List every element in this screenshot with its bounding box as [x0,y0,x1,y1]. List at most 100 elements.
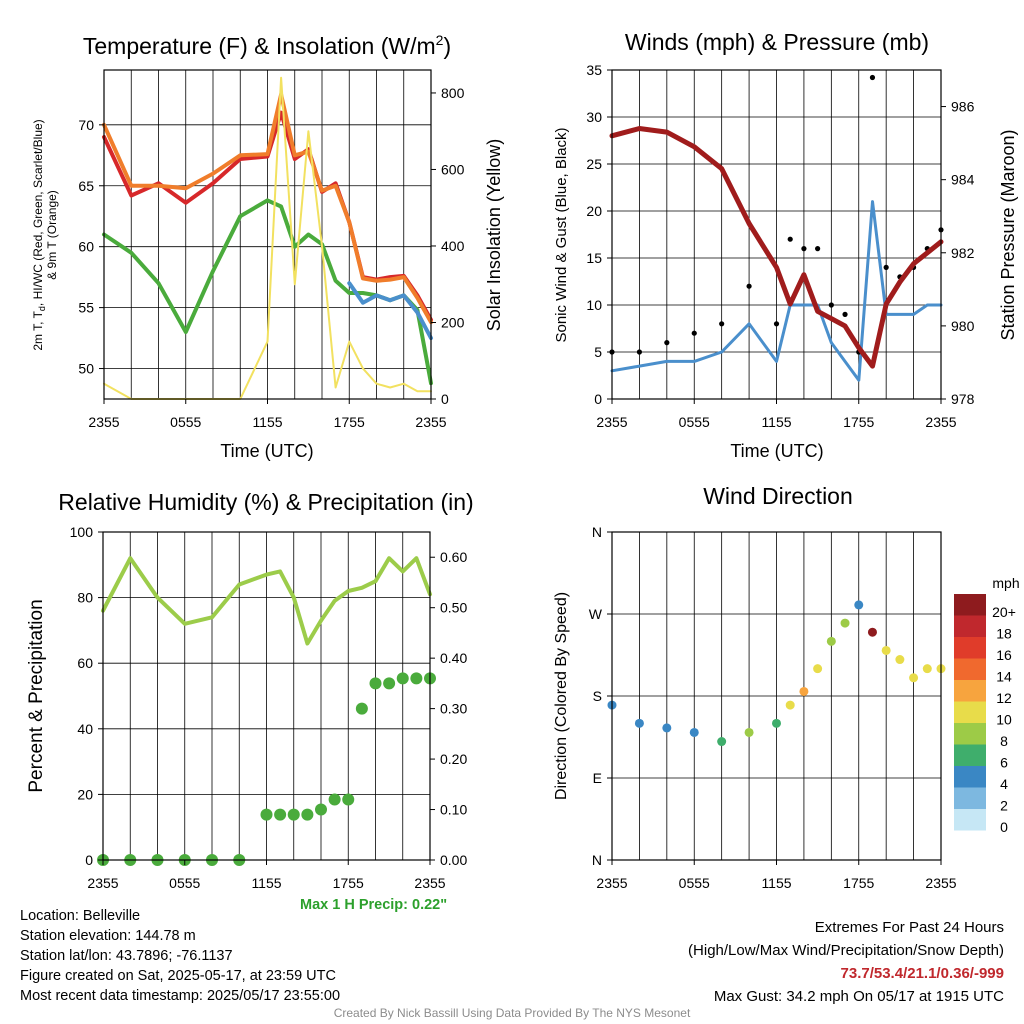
y2-tick-label: 0.40 [440,650,467,666]
station-info: Location: Belleville Station elevation: … [20,906,340,1006]
direction-point [840,618,850,628]
y-tick-label: 35 [586,62,602,78]
x-tick-label: 1155 [252,414,282,430]
y-tick-label: 0 [594,391,602,407]
precip-point [274,808,287,821]
direction-point [813,664,823,674]
direction-grid [612,531,941,861]
direction-ylabel: Direction (Colored By Speed) [553,592,570,800]
series-line-hi-wc [347,281,433,341]
y-tick-label: 40 [77,721,93,737]
direction-point [689,727,699,737]
x-tick-label: 0555 [679,414,710,430]
x-tick-label: 2355 [925,414,956,430]
y-tick-label: 60 [77,655,93,671]
direction-title: Wind Direction [703,483,853,509]
y-tick-label: E [593,770,602,786]
y-tick-label: 5 [594,344,602,360]
winds-title: Winds (mph) & Pressure (mb) [625,29,929,55]
precip-point [369,677,382,690]
y-tick-label: 60 [78,239,94,255]
legend-swatch [954,658,986,680]
gust-point [842,311,848,317]
gust-point [828,302,834,308]
precip-point [383,677,396,690]
legend-label: 20+ [992,604,1016,620]
y2-tick-label: 0 [441,391,449,407]
y-tick-label: 25 [586,156,602,172]
y-tick-label: 80 [77,590,93,606]
legend-swatch [954,594,986,616]
legend-title: mph [992,575,1019,591]
temperature-ylabel: 2m T, Td, HI/WC (Red, Green, Scarlet/Blu… [31,119,59,350]
gust-point [883,264,889,270]
y2-tick-label: 980 [951,318,975,334]
y2-tick-label: 600 [441,161,465,177]
gust-point [664,340,670,346]
latlon-text: Station lat/lon: 43.7896; -76.1137 [20,948,233,964]
y-tick-label: 20 [586,203,602,219]
max-precip-label: Max 1 H Precip: 0.22" [300,897,448,913]
x-tick-label: 0555 [679,875,710,891]
humidity-panel: Relative Humidity (%) & Precipitation (i… [26,489,474,891]
temperature-panel: Temperature (F) & Insolation (W/m2) 50 55… [31,32,504,461]
legend-label: 0 [1000,819,1008,835]
y2-tick-label: 0.20 [440,751,467,767]
winds-xlabel: Time (UTC) [730,441,823,461]
extremes-values: 73.7/53.4/21.1/0.36/-999 [840,965,1004,982]
gust-point [801,246,807,252]
y-tick-label: S [593,688,602,704]
y-tick-label: 55 [78,300,94,316]
direction-point [662,723,672,733]
y2-tick-label: 400 [441,238,465,254]
x-tick-label: 2355 [596,875,627,891]
gust-point [636,349,643,355]
y-tick-label: 10 [586,297,602,313]
y-tick-label: 0 [85,852,93,868]
temperature-xlabel: Time (UTC) [220,441,313,461]
y-tick-label: W [589,606,603,622]
legend-swatch [954,766,986,788]
x-tick-label: 1155 [251,875,281,891]
humidity-ylabel: Percent & Precipitation [26,599,47,792]
direction-point [785,700,795,710]
extremes-title: Extremes For Past 24 Hours [814,919,1004,936]
y2-tick-label: 200 [441,314,465,330]
extremes-subtitle: (High/Low/Max Wind/Precipitation/Snow De… [688,942,1004,959]
legend-swatch [954,637,986,659]
x-tick-label: 0555 [170,414,201,430]
direction-panel: Wind Direction N E S W N 2355 0555 1155 1755 2355… [553,483,1020,891]
winds-ylabel: Sonic Wind & Gust (Blue, Black) [553,127,570,342]
x-tick-label: 1155 [761,414,791,430]
precip-point [287,808,300,821]
temperature-title: Temperature (F) & Insolation (W/m2) [83,32,451,59]
precip-point [410,672,423,685]
credit-text: Created By Nick Bassill Using Data Provi… [333,1006,691,1020]
gust-point [746,283,752,289]
direction-point [867,627,877,637]
direction-point [799,686,809,696]
legend-label: 12 [996,690,1012,706]
created-text: Figure created on Sat, 2025-05-17, at 23… [20,968,336,984]
temperature-y2label: Solar Insolation (Yellow) [484,139,504,331]
x-tick-label: 2355 [414,875,445,891]
gust-point [773,321,780,327]
direction-point [772,718,781,728]
y2-tick-label: 0.10 [440,802,467,818]
direction-point [634,718,644,728]
x-tick-label: 2355 [415,414,446,430]
y-tick-label: 30 [586,109,602,125]
gust-point [815,246,821,252]
x-tick-label: 1755 [333,875,364,891]
x-tick-label: 1155 [761,875,791,891]
precip-point [260,808,273,821]
x-tick-label: 2355 [88,414,119,430]
winds-panel: Winds (mph) & Pressure (mb) 0 5 10 15 20 25 30… [553,29,1018,461]
legend-swatch [954,615,986,637]
legend-label: 2 [1000,797,1008,813]
gust-point [691,330,697,336]
legend-label: 6 [1000,754,1008,770]
y2-tick-label: 982 [951,245,975,261]
legend-swatch [954,809,986,831]
